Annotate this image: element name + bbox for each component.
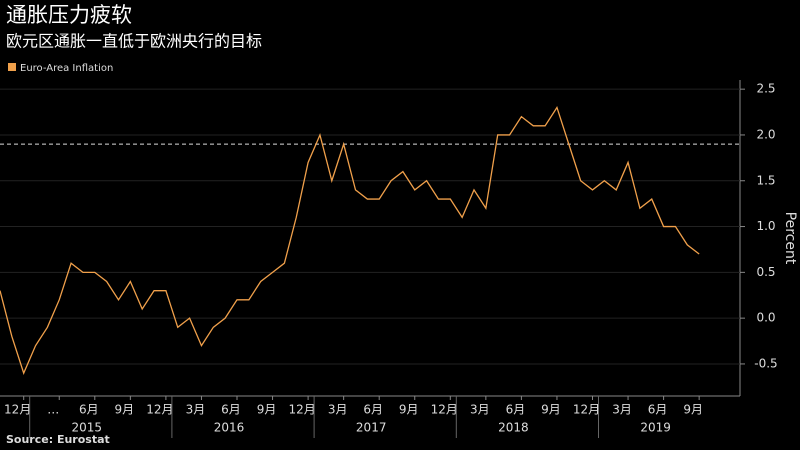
y-axis-label: Percent <box>782 212 798 265</box>
x-tick-label: 3月 <box>328 403 348 417</box>
legend-swatch <box>8 63 16 71</box>
x-tick-label: 3月 <box>612 403 632 417</box>
year-label: 2015 <box>72 421 103 435</box>
legend-label: Euro-Area Inflation <box>20 63 113 74</box>
source: Source: Eurostat <box>6 433 110 446</box>
year-label: 2018 <box>498 421 529 435</box>
chart-subtitle: 欧元区通胀一直低于欧洲央行的目标 <box>6 32 262 51</box>
year-label: 2017 <box>356 421 387 435</box>
x-tick-label: 12月 <box>573 403 600 417</box>
y-tick-label: 0.0 <box>756 311 775 325</box>
x-tick-label: 12月 <box>146 403 173 417</box>
year-label: 2019 <box>640 421 671 435</box>
x-tick-label: 9月 <box>257 403 277 417</box>
x-tick-label: 12月 <box>431 403 458 417</box>
x-tick-label: 3月 <box>186 403 206 417</box>
y-tick-label: -0.5 <box>754 356 777 370</box>
year-label: 2016 <box>214 421 245 435</box>
x-tick-label: 9月 <box>115 403 135 417</box>
y-tick-label: 0.5 <box>756 265 775 279</box>
x-tick-label: 12月 <box>288 403 315 417</box>
x-tick-label: … <box>47 403 59 417</box>
x-tick-label: 6月 <box>648 403 668 417</box>
x-tick-label: 9月 <box>683 403 703 417</box>
y-tick-label: 2.5 <box>756 82 775 96</box>
x-tick-label: 6月 <box>221 403 241 417</box>
x-tick-label: 6月 <box>506 403 526 417</box>
y-tick-label: 1.0 <box>756 219 775 233</box>
y-tick-label: 1.5 <box>756 173 775 187</box>
x-tick-label: 6月 <box>79 403 99 417</box>
x-tick-label: 12月 <box>4 403 31 417</box>
x-tick-label: 6月 <box>363 403 383 417</box>
chart-title: 通胀压力疲软 <box>6 3 132 27</box>
x-tick-label: 3月 <box>470 403 490 417</box>
x-tick-label: 9月 <box>541 403 561 417</box>
x-tick-label: 9月 <box>399 403 419 417</box>
y-tick-label: 2.0 <box>756 127 775 141</box>
data-line <box>0 105 700 375</box>
